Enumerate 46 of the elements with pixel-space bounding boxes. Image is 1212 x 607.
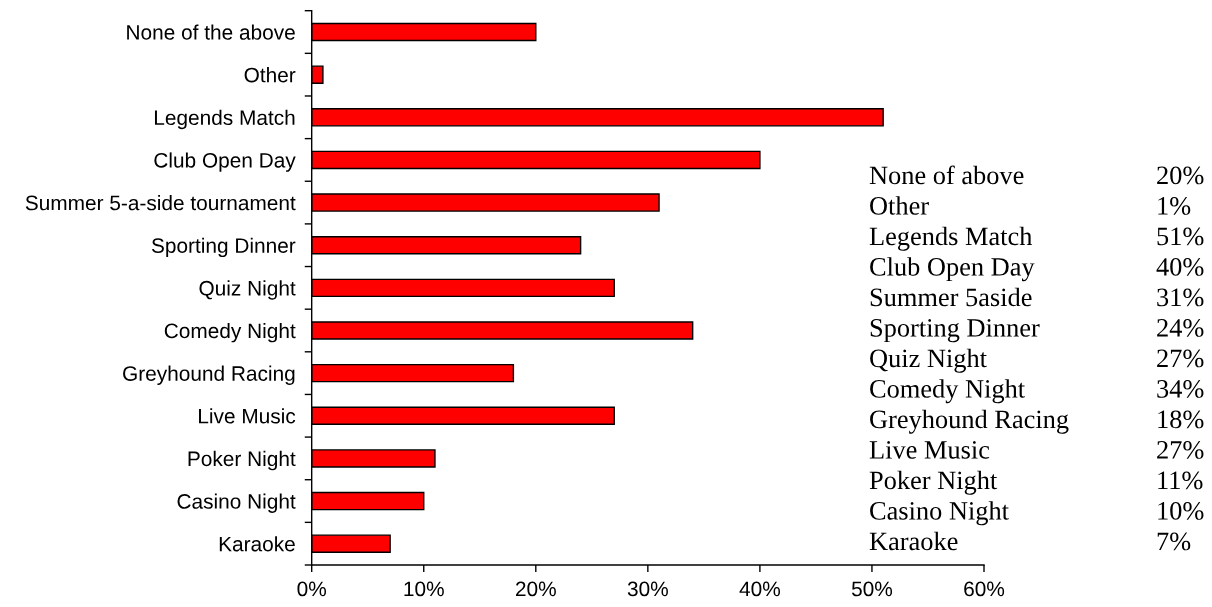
y-tick-label: Greyhound Racing [123,365,295,385]
y-tick-label: Club Open Day [154,152,296,172]
y-tick-label: Live Music [199,408,296,424]
annotation: Club Open Day [870,257,1035,282]
text: 11% [1158,471,1203,490]
y-tick-label: None of the above [127,24,295,40]
annotation: Live Music [869,441,990,459]
x-tick-label: 0% [297,581,327,597]
text: 40% [1156,257,1204,276]
annotation: Summer 5aside [870,287,1032,307]
text: 27% [1157,440,1204,459]
text: 31% [1157,288,1204,307]
x-tick-label: 40% [739,581,781,597]
text: 1% [1158,196,1191,215]
x-tick-label: 50% [851,581,893,597]
text: 51% [1157,227,1204,246]
annotation: Quiz Night [870,348,987,373]
y-tick-label: Legends Match [154,109,295,130]
x-tick-label: 30% [627,581,668,597]
text: 10% [1158,501,1204,520]
annotation: Other [870,196,929,215]
annotation: Greyhound Racing [870,409,1069,434]
y-tick-label: Karaoke [219,536,295,552]
annotation: Sporting Dinner [870,319,1040,343]
x-tick-label: 20% [516,581,556,597]
annotation: Poker Night [869,470,998,495]
annotation: Legends Match [869,226,1033,251]
y-tick-label: Sporting Dinner [151,237,296,258]
text: 27% [1157,349,1204,368]
y-tick-label: Other [244,67,296,83]
y-tick-label: Comedy Night [164,322,296,343]
text: 7% [1157,532,1191,551]
y-tick-label: Poker Night [188,450,296,471]
annotation: Karaoke [869,531,958,551]
text: 20% [1157,166,1204,185]
x-tick-label: 10% [404,581,444,597]
text: 34% [1157,379,1204,398]
text: 24% [1157,318,1204,337]
y-tick-label: Summer 5-a-side tournament [25,195,296,211]
x-tick-label: 60% [964,581,1005,597]
y-tick-label: Quiz Night [199,280,296,300]
annotation: Comedy Night [870,379,1025,404]
annotation: None of above [869,165,1024,185]
text: 18% [1158,410,1204,429]
y-tick-label: Casino Night [177,493,296,513]
annotation: Casino Night [870,501,1009,526]
